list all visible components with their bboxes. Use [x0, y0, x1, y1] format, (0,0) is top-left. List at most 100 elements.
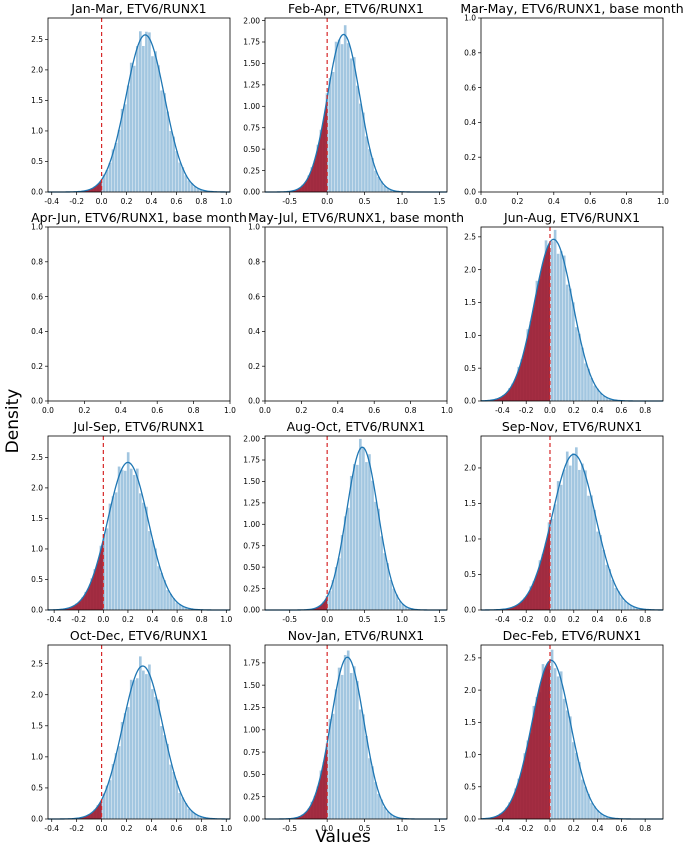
- histogram-bar: [166, 743, 169, 819]
- x-tick-label: 1.0: [224, 406, 236, 415]
- panel-title: Aug-Oct, ETV6/RUNX1: [287, 419, 426, 434]
- y-tick-label: 2.5: [464, 233, 476, 242]
- histogram-bar: [123, 713, 127, 819]
- histogram-bar: [346, 507, 350, 610]
- y-tick-label: 0.0: [31, 188, 43, 197]
- histogram-bar: [590, 495, 593, 610]
- histogram-bar: [145, 674, 148, 819]
- y-tick-label: 1.00: [243, 725, 260, 734]
- histogram-bar: [145, 506, 148, 610]
- histogram-bar: [578, 469, 581, 610]
- y-tick-label: 1.0: [31, 223, 43, 232]
- x-tick-label: 0.8: [639, 615, 651, 624]
- y-tick-label: 0.0: [248, 397, 260, 406]
- negative-tail-area: [265, 596, 328, 610]
- y-tick-label: 0.6: [248, 292, 260, 301]
- histogram-bar: [550, 649, 554, 819]
- panel-2: Feb-Apr, ETV6/RUNX1 -0.5 0.0 0.5 1.0 1.5 0.00 0…: [243, 1, 448, 206]
- y-tick-label: 1.0: [464, 14, 476, 23]
- histogram-bar: [395, 594, 399, 610]
- histogram-bar: [343, 516, 347, 610]
- x-tick-label: -0.2: [519, 615, 534, 624]
- x-tick-label: 0.4: [145, 824, 157, 833]
- x-tick-label: 0.0: [544, 406, 556, 415]
- x-tick-label: 1.0: [396, 197, 408, 206]
- x-tick-label: 0.0: [96, 197, 108, 206]
- histogram-bar: [178, 792, 182, 819]
- histogram-bar: [629, 605, 633, 610]
- histogram-bar: [154, 51, 157, 193]
- histogram-bar: [596, 388, 599, 401]
- histogram-bar: [389, 579, 392, 610]
- y-tick-label: 1.5: [464, 499, 476, 508]
- histogram-bar: [190, 183, 194, 192]
- y-tick-label: 0.8: [248, 258, 260, 267]
- panel-1: Jan-Mar, ETV6/RUNX1 -0.4 -0.2 0.0 0.2 0.4 0.6 0…: [31, 1, 232, 206]
- histogram-bar: [154, 548, 157, 610]
- histogram-bar: [380, 181, 383, 192]
- y-tick-label: 0.5: [31, 157, 43, 166]
- negative-tail-area: [481, 660, 550, 819]
- panel-title: Jan-Mar, ETV6/RUNX1: [70, 1, 206, 16]
- x-tick-label: 0.0: [42, 406, 54, 415]
- histogram-bar: [599, 813, 602, 819]
- histogram-bar: [346, 650, 350, 819]
- histogram-bar: [340, 674, 344, 819]
- histogram-bar: [572, 453, 575, 610]
- histogram-bar: [584, 470, 587, 610]
- histogram-bar: [328, 78, 332, 192]
- histogram-bar: [590, 802, 593, 819]
- histogram-bar: [142, 46, 145, 192]
- y-tick-label: 0.2: [31, 362, 43, 371]
- panel-11: Nov-Jan, ETV6/RUNX1 -0.5 0.0 0.5 1.0 1.5 0.00 0…: [243, 628, 448, 833]
- negative-tail-area: [48, 539, 104, 610]
- histogram-bar: [374, 782, 377, 819]
- histogram-bar: [550, 241, 554, 401]
- axes-frame: [264, 435, 448, 611]
- y-tick-label: 0.25: [243, 792, 260, 801]
- y-tick-label: 0.5: [464, 570, 476, 579]
- histogram-bar: [608, 569, 612, 610]
- panel-4: Apr-Jun, ETV6/RUNX1, base month 0.0 0.2 0.4…: [31, 210, 247, 415]
- x-tick-label: 0.0: [96, 824, 108, 833]
- kde-line: [481, 453, 664, 611]
- y-tick-label: 0.4: [248, 327, 260, 336]
- histogram-bar: [334, 41, 338, 193]
- x-tick-label: 0.4: [548, 197, 560, 206]
- x-tick-label: 1.5: [434, 197, 446, 206]
- histogram-bar: [377, 794, 380, 819]
- y-tick-label: 0.0: [464, 606, 476, 615]
- panel-title: Jun-Aug, ETV6/RUNX1: [503, 210, 640, 225]
- histogram-bar: [202, 190, 206, 192]
- histogram-bar: [395, 817, 399, 819]
- kde-line: [48, 665, 231, 820]
- histogram-bar: [596, 810, 599, 819]
- histogram-bar: [117, 746, 121, 819]
- histogram-bar: [187, 808, 191, 819]
- histogram-bar: [193, 813, 197, 819]
- y-tick-label: 1.75: [243, 38, 260, 47]
- y-tick-label: 1.0: [31, 127, 43, 136]
- histogram-bar: [596, 531, 599, 610]
- panel-title: Oct-Dec, ETV6/RUNX1: [70, 628, 208, 643]
- histogram-bar: [105, 170, 109, 192]
- y-tick-label: 0.25: [243, 584, 260, 593]
- histogram-bar: [117, 466, 121, 610]
- negative-tail-area: [481, 242, 550, 401]
- y-tick-label: 1.50: [243, 681, 260, 690]
- histogram-bar: [635, 607, 639, 610]
- x-tick-label: 0.4: [592, 615, 604, 624]
- histogram-bar: [565, 451, 569, 610]
- y-tick-label: 1.50: [243, 477, 260, 486]
- histogram-bar: [392, 190, 396, 192]
- histogram-bar: [359, 709, 362, 819]
- x-tick-label: 0.6: [615, 615, 627, 624]
- histogram-bar: [148, 531, 151, 610]
- histogram-bar: [593, 806, 596, 819]
- histogram-bar: [114, 143, 118, 192]
- axes-frame: [264, 17, 448, 193]
- x-tick-label: 0.0: [544, 615, 556, 624]
- x-tick-label: 0.0: [321, 615, 333, 624]
- y-tick-label: 2.0: [464, 686, 476, 695]
- y-tick-label: 0.5: [31, 575, 43, 584]
